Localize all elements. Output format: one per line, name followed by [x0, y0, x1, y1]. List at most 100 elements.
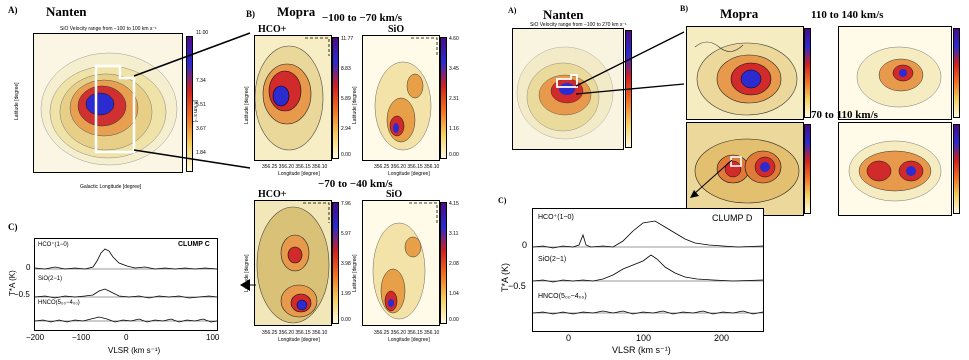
- left-nanten-cbar-tick-4: 1.84: [196, 150, 206, 156]
- left-xtick-2: 0: [124, 333, 129, 342]
- right-xtick-1: 100: [636, 333, 652, 343]
- left-mol-hco-top: HCO+: [258, 24, 287, 35]
- left-panel-c-label: C): [8, 222, 18, 232]
- right-panel-c-label: C): [498, 196, 507, 205]
- left-nanten-map: [33, 33, 183, 173]
- left-sio-top-tick-2: 2.31: [449, 96, 459, 102]
- left-sio-bot-tick-0: 4.15: [449, 201, 459, 207]
- left-nanten-cbar-tick-0: 11.00: [196, 30, 209, 36]
- right-ylabel: T*A (K): [500, 262, 510, 292]
- right-ytick-0: 0: [522, 240, 528, 250]
- right-mopra-top-hco-colorbar: [804, 28, 811, 118]
- right-panel-a-label: A): [508, 6, 517, 15]
- left-map-xticks-bottom-sio: 356.25 356.20 356.15 356.10: [374, 330, 440, 336]
- right-mopra-map-bottom-hco: [686, 122, 804, 216]
- left-sio-top-tick-3: 1.16: [449, 126, 459, 132]
- left-sio-top-tick-0: 4.60: [449, 36, 459, 42]
- left-spectrum-plot: [34, 238, 218, 331]
- left-hco-top-tick-2: 5.89: [341, 96, 351, 102]
- left-nanten-xlabel: Galactic Longitude [degree]: [80, 184, 142, 190]
- left-hco-top-tick-0: 11.77: [341, 36, 354, 42]
- left-ytick-1: −0.5: [14, 290, 30, 299]
- left-map-xlabel-top-sio: Longitude [degree]: [388, 171, 430, 177]
- left-line-hco: HCO⁺(1−0): [38, 242, 69, 248]
- left-ylabel: T*A (K): [8, 270, 17, 296]
- left-hco-bot-tick-1: 5.97: [341, 231, 351, 237]
- left-mol-sio-bottom: SiO: [386, 189, 403, 200]
- right-mopra-map-bottom-sio: [838, 122, 952, 216]
- left-map-xlabel-bottom-sio: Longitude [degree]: [388, 337, 430, 343]
- left-line-hnco: HNCO(5₀₀−4₀₀): [38, 300, 80, 306]
- left-pointer-arrow: [240, 279, 256, 291]
- right-panel-b-title: Mopra: [720, 6, 759, 21]
- left-panel-a-title: Nanten: [46, 4, 87, 19]
- right-spectrum-plot: [532, 208, 764, 332]
- left-map-ylabel-bottom-sio: Latitude [degree]: [352, 254, 358, 292]
- left-hco-map-bottom: [254, 200, 332, 326]
- right-mopra-bottom-hco-colorbar: [804, 124, 811, 214]
- right-ytick-1: −0.5: [508, 281, 526, 291]
- left-panel-b-label: B): [246, 9, 255, 19]
- left-ytick-0: 0: [26, 263, 31, 272]
- left-map-ylabel-top-sio: Latitude [degree]: [352, 86, 358, 124]
- left-hco-top-tick-1: 8.83: [341, 66, 351, 72]
- right-range-bottom: 70 to 110 km/s: [811, 109, 878, 121]
- left-hco-map-top: [254, 35, 332, 161]
- left-sio-map-bottom: [362, 200, 440, 326]
- left-clump-label: CLUMP C: [178, 241, 210, 248]
- left-sio-bot-tick-2: 2.08: [449, 261, 459, 267]
- left-map-xlabel-top: Longitude [degree]: [278, 171, 320, 177]
- right-nanten-map: [512, 28, 624, 150]
- left-xtick-0: −200: [26, 333, 45, 342]
- right-range-top: 110 to 140 km/s: [811, 9, 884, 21]
- left-xtick-1: −100: [72, 333, 91, 342]
- left-range-bottom: −70 to −40 km/s: [318, 178, 393, 190]
- left-nanten-cbar-tick-3: 3.67: [196, 126, 206, 132]
- right-mopra-map-top-hco: [686, 26, 804, 120]
- right-panel-a-title: Nanten: [543, 7, 584, 22]
- left-connector-lines: [133, 32, 251, 169]
- left-nanten-cbar-tick-2: 5.51: [196, 102, 206, 108]
- left-line-sio: SiO(2−1): [38, 276, 63, 282]
- left-hco-bot-tick-2: 3.98: [341, 261, 351, 267]
- left-hco-bottom-colorbar: [332, 202, 339, 324]
- right-mopra-top-sio-colorbar: [953, 28, 960, 118]
- left-nanten-map-title: SiO Velocity range from −100 to 100 km s…: [60, 26, 157, 32]
- right-mopra-bottom-sio-colorbar: [953, 124, 960, 214]
- left-xtick-3: 100: [206, 333, 220, 342]
- left-sio-bot-tick-3: 1.04: [449, 291, 459, 297]
- left-sio-bottom-colorbar: [440, 202, 447, 324]
- right-xlabel: VLSR (km s⁻¹): [612, 345, 671, 355]
- left-mol-hco-bottom: HCO+: [258, 189, 287, 200]
- left-panel-b-title: Mopra: [277, 4, 316, 19]
- left-sio-top-tick-1: 3.45: [449, 66, 459, 72]
- right-nanten-map-title: SiO Velocity range from −100 to 270 km s…: [530, 22, 627, 28]
- left-hco-top-tick-4: 0.00: [341, 152, 351, 158]
- left-nanten-cbar-tick-1: 7.34: [196, 78, 206, 84]
- left-range-top: −100 to −70 km/s: [322, 12, 403, 24]
- left-sio-map-top: [362, 35, 440, 161]
- left-xlabel: VLSR (km s⁻¹): [108, 346, 161, 355]
- right-clump-label: CLUMP D: [712, 213, 753, 223]
- left-map-xticks-bottom: 356.25 356.20 356.15 356.10: [262, 330, 328, 336]
- left-sio-top-colorbar: [440, 37, 447, 159]
- left-map-xlabel-bottom: Longitude [degree]: [278, 337, 320, 343]
- left-sio-bot-tick-1: 3.11: [449, 231, 459, 237]
- left-map-xticks-top: 356.25 356.20 356.15 356.10: [262, 164, 328, 170]
- left-sio-top-tick-4: 0.00: [449, 152, 459, 158]
- left-map-xticks-top-sio: 356.25 356.20 356.15 356.10: [374, 164, 440, 170]
- left-nanten-colorbar: [186, 36, 193, 172]
- left-hco-top-colorbar: [332, 37, 339, 159]
- left-sio-bot-tick-4: 0.00: [449, 317, 459, 323]
- left-mol-sio-top: SiO: [388, 24, 405, 35]
- left-panel-a-label: A): [8, 5, 18, 15]
- right-panel-b-label: B): [680, 4, 688, 13]
- left-hco-bot-tick-4: 0.00: [341, 317, 351, 323]
- right-mopra-map-top-sio: [838, 26, 952, 120]
- left-hco-bot-tick-0: 7.96: [341, 201, 351, 207]
- right-line-hco: HCO⁺(1−0): [538, 214, 574, 221]
- left-map-ylabel-top: Latitude [degree]: [244, 86, 250, 124]
- right-line-sio: SiO(2−1): [538, 256, 567, 263]
- right-connector-lines: [575, 31, 685, 95]
- right-xtick-0: 0: [566, 333, 572, 343]
